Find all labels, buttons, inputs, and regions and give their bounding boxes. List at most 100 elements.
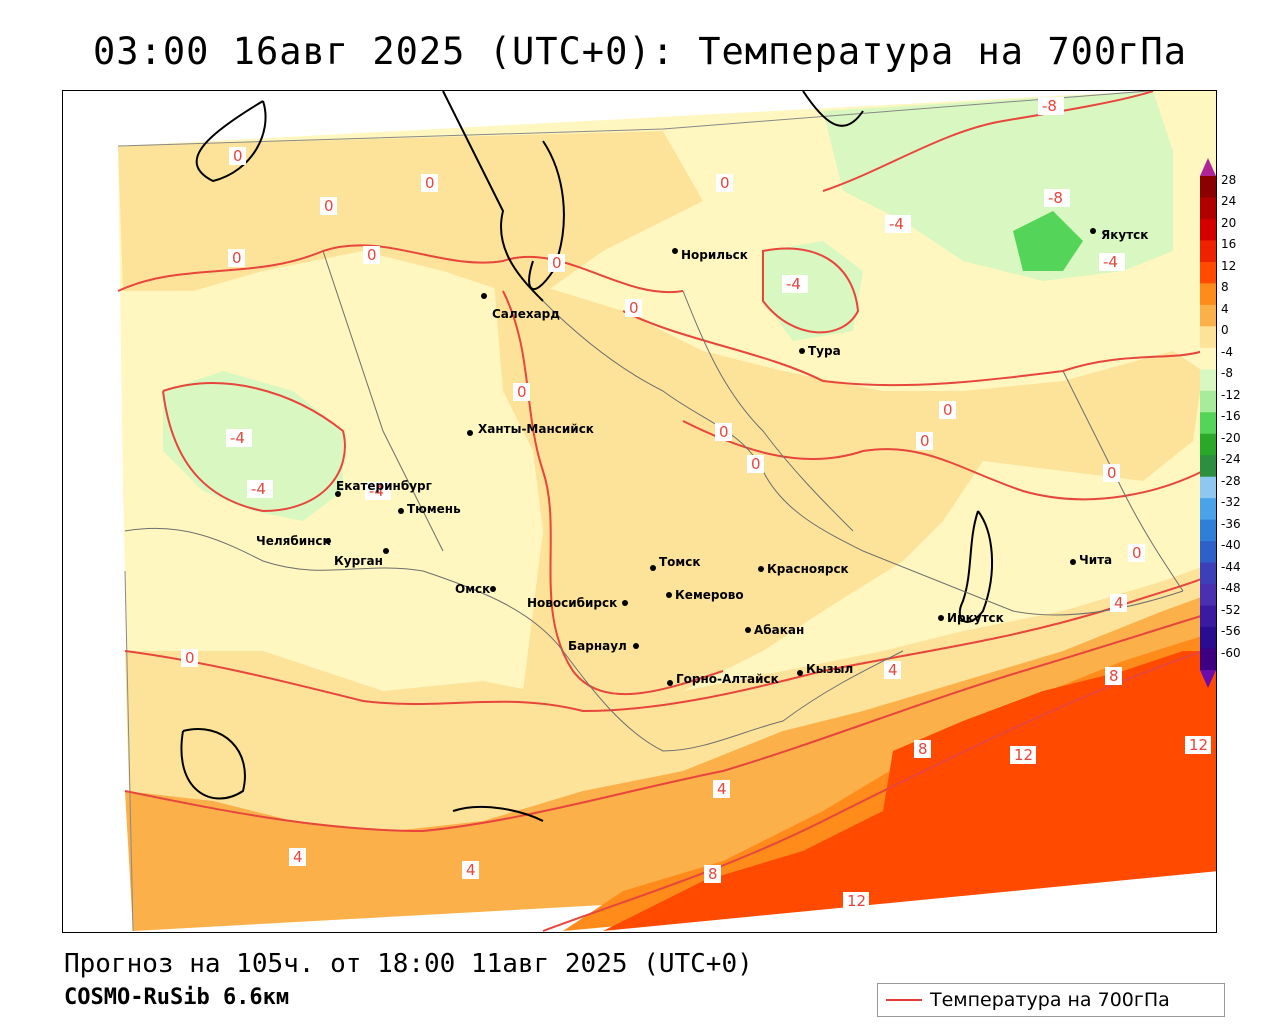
colorbar-tick-label: 12 — [1221, 258, 1237, 273]
colorbar-tick-label: 4 — [1221, 301, 1229, 316]
legend-line-swatch — [886, 999, 922, 1001]
city-label: Омск — [455, 582, 490, 596]
isotherm-label-bg — [716, 174, 733, 192]
isotherm-label: 8 — [1109, 667, 1119, 685]
isotherm-label-bg — [181, 649, 198, 667]
city-dot — [672, 248, 678, 254]
colorbar-tick-label: -60 — [1221, 645, 1241, 660]
colorbar-tick-label: 28 — [1221, 173, 1237, 187]
colorbar-tick-label: -36 — [1221, 516, 1241, 531]
isotherm-label: -8 — [1042, 97, 1057, 115]
isotherm-label: 0 — [232, 249, 242, 267]
isotherm-label: -4 — [251, 480, 266, 498]
colorbar-swatch — [1200, 627, 1216, 650]
zone-warm-center — [493, 271, 1203, 751]
isotherm-label: 0 — [425, 174, 435, 192]
isotherm-label: 0 — [367, 246, 377, 264]
city-label: Кызыл — [806, 662, 853, 676]
city-markers: Салехард Норильск Якутск Тура Ханты-Мансийск… — [256, 228, 1148, 686]
city-label: Красноярск — [767, 562, 849, 576]
isotherm-label-bg — [747, 455, 764, 473]
city-dot — [1070, 559, 1076, 565]
isotherm-label: 12 — [847, 892, 866, 910]
colorbar-swatch — [1200, 304, 1216, 327]
colorbar-tick-label: 0 — [1221, 323, 1229, 338]
city-dot — [633, 643, 639, 649]
colorbar-swatch — [1200, 218, 1216, 241]
colorbar-swatch — [1200, 176, 1216, 198]
city-dot — [758, 566, 764, 572]
isotherm-label: 0 — [1107, 464, 1117, 482]
zone-very-cold — [1013, 211, 1083, 271]
isotherm-label: 0 — [1132, 544, 1142, 562]
colorbar-tick-label: -20 — [1221, 430, 1241, 445]
city-label: Курган — [334, 554, 383, 568]
temperature-map: 0 0 0 0 0 0 0 0 0 0 0 0 0 0 0 0 -4 -4 -4 -4 -4 -4 -8 -8 4 4 4 4 4 8 8 8… — [62, 90, 1217, 933]
colorbar-tick-label: -24 — [1221, 452, 1241, 467]
isotherm-label-bg — [713, 780, 730, 798]
isotherm-label: 0 — [324, 197, 334, 215]
colorbar-swatch — [1200, 562, 1216, 585]
isotherm-label: 0 — [233, 147, 243, 165]
city-label: Барнаул — [568, 639, 627, 653]
city-dot — [383, 548, 389, 554]
colorbar-tick-label: -44 — [1221, 559, 1241, 574]
isotherm-label: -4 — [786, 275, 801, 293]
isotherm-label: 12 — [1014, 746, 1033, 764]
colorbar-swatch — [1200, 326, 1216, 349]
colorbar-swatch — [1200, 240, 1216, 263]
zone-above-12 — [603, 651, 1216, 931]
city-dot — [325, 538, 331, 544]
colorbar-swatch — [1200, 584, 1216, 607]
colorbar-swatch — [1200, 347, 1216, 370]
isotherm-label-bg — [885, 215, 911, 233]
colorbar-swatch — [1200, 498, 1216, 521]
city-dot — [335, 491, 341, 497]
city-label: Горно-Алтайск — [676, 672, 779, 686]
isotherm-label-bg — [939, 401, 956, 419]
city-label: Томск — [659, 555, 701, 569]
isotherm-label-bg — [1105, 667, 1122, 685]
isotherm-label: 0 — [629, 299, 639, 317]
city-dot — [666, 592, 672, 598]
colorbar-swatch — [1200, 261, 1216, 284]
colorbar-tick-label: 16 — [1221, 237, 1237, 252]
city-label: Екатеринбург — [336, 479, 432, 493]
zone-cold-east — [823, 91, 1173, 281]
colorbar — [1200, 158, 1216, 688]
city-label: Ханты-Мансийск — [478, 422, 594, 436]
isotherm-label-bg — [625, 299, 642, 317]
colorbar-swatch — [1200, 455, 1216, 478]
city-dot — [650, 565, 656, 571]
isotherm-label-bg — [289, 848, 306, 866]
city-label: Новосибирск — [527, 596, 617, 610]
isotherm-label-bg — [715, 423, 732, 441]
city-label: Тюмень — [407, 502, 461, 516]
colorbar-swatch — [1200, 519, 1216, 542]
colorbar-swatch — [1200, 412, 1216, 435]
isotherm-label: 0 — [719, 423, 729, 441]
city-label: Челябинск — [256, 534, 331, 548]
colorbar-swatch — [1200, 369, 1216, 392]
city-label: Иркутск — [947, 611, 1004, 625]
isotherm-label-bg — [462, 861, 479, 879]
isotherm-label-bg — [1038, 97, 1064, 115]
isotherm-label-bg — [884, 661, 901, 679]
colorbar-top-arrow — [1200, 158, 1216, 176]
legend-label: Температура на 700гПа — [930, 989, 1170, 1011]
colorbar-swatch — [1200, 283, 1216, 306]
isotherm-label-bg — [1044, 189, 1070, 207]
colorbar-tick-label: -8 — [1221, 366, 1233, 381]
isotherm-label-bg — [513, 383, 530, 401]
isotherm-label: -4 — [230, 429, 245, 447]
colorbar-tick-label: -48 — [1221, 581, 1241, 596]
colorbar-swatch — [1200, 433, 1216, 456]
city-dot — [481, 293, 487, 299]
isotherm-label-bg — [1110, 594, 1127, 612]
isotherm-label-bg — [914, 740, 931, 758]
colorbar-swatch — [1200, 476, 1216, 499]
isotherm-label-bg — [320, 197, 337, 215]
city-label: Абакан — [754, 623, 804, 637]
isotherm-label: -8 — [1048, 189, 1063, 207]
